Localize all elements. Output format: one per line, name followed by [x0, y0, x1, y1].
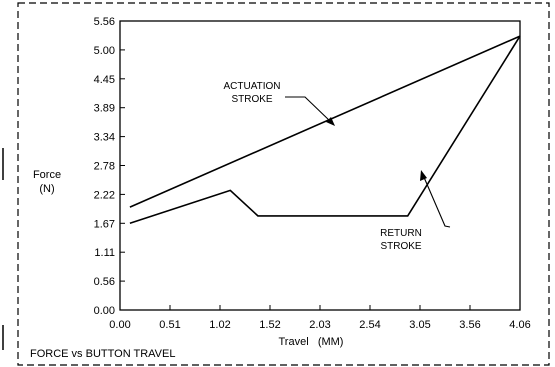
- actuation-stroke-label-line1: ACTUATION: [223, 81, 280, 92]
- y-tick-label: 2.78: [94, 161, 115, 173]
- y-tick-label: 1.67: [94, 218, 115, 230]
- x-tick-label: 3.05: [409, 319, 430, 331]
- y-tick-label: 5.00: [94, 45, 115, 57]
- return-arrowhead: [420, 170, 427, 181]
- return-stroke-label-line2: STROKE: [380, 241, 421, 252]
- x-tick-label: 4.06: [509, 319, 530, 331]
- return-stroke-line: [129, 35, 521, 224]
- y-tick-label: 3.34: [94, 132, 115, 144]
- y-tick-label: 0.56: [94, 276, 115, 288]
- y-tick-label: 5.56: [94, 16, 115, 28]
- actuation-leader-line: [285, 96, 332, 123]
- x-tick-label: 0.51: [159, 319, 180, 331]
- y-tick-label: 1.11: [94, 247, 115, 259]
- actuation-stroke-label-line2: STROKE: [231, 94, 272, 105]
- actuation-arrowhead: [326, 117, 335, 126]
- annotations: ACTUATION STROKE RETURN STROKE: [223, 81, 451, 252]
- y-axis-label-line1: Force: [33, 169, 61, 181]
- y-tick-label: 4.45: [94, 74, 115, 86]
- y-axis-label-line2: (N): [39, 183, 54, 195]
- y-tick-label: 2.22: [94, 189, 115, 201]
- x-axis-label: Travel (MM): [279, 336, 344, 348]
- return-stroke-label-line1: RETURN: [380, 228, 422, 239]
- x-tick-label: 1.02: [209, 319, 230, 331]
- x-tick-label: 0.00: [109, 319, 130, 331]
- y-tick-label: 3.89: [94, 103, 115, 115]
- x-tick-label: 1.52: [259, 319, 280, 331]
- chart-title: FORCE vs BUTTON TRAVEL: [30, 348, 175, 360]
- y-tick-label: 0.00: [94, 305, 115, 317]
- x-tick-label: 2.03: [309, 319, 330, 331]
- plot-area-frame: [119, 20, 521, 311]
- series-lines: [129, 35, 521, 224]
- x-tick-label: 3.56: [459, 319, 480, 331]
- x-axis-ticks: 0.00 0.51 1.02 1.52 2.03 2.54 3.05 3.56 4.06: [109, 305, 531, 331]
- actuation-stroke-line: [129, 35, 521, 208]
- x-tick-label: 2.54: [359, 319, 380, 331]
- return-leader-line: [422, 174, 451, 228]
- y-axis-ticks: 0.00 0.56 1.11 1.67 2.22 2.78 3.34 3.89 4.45 5.00…: [94, 16, 125, 317]
- drawing-frame: [17, 2, 550, 366]
